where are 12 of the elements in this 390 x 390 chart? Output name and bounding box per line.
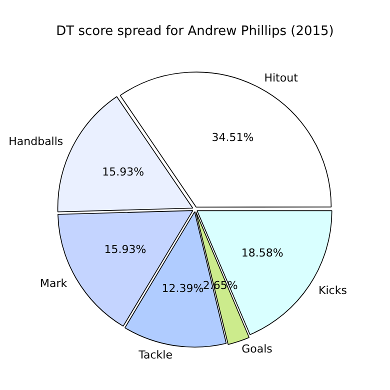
slice-label: Tackle	[138, 348, 173, 362]
data-label: 15.93%	[102, 165, 144, 178]
data-label: 34.51%	[212, 130, 254, 144]
slice-label: Goals	[242, 342, 273, 356]
slice-label: Mark	[40, 276, 68, 290]
data-label: 18.58%	[241, 246, 284, 260]
chart-title: DT score spread for Andrew Phillips (2015)	[56, 24, 334, 40]
data-label: 12.39%	[162, 282, 204, 295]
slice-label: Hitout	[264, 71, 299, 84]
slice-label: Kicks	[318, 284, 348, 297]
data-label: 15.93%	[104, 242, 146, 256]
slice-label: Handballs	[8, 134, 64, 148]
